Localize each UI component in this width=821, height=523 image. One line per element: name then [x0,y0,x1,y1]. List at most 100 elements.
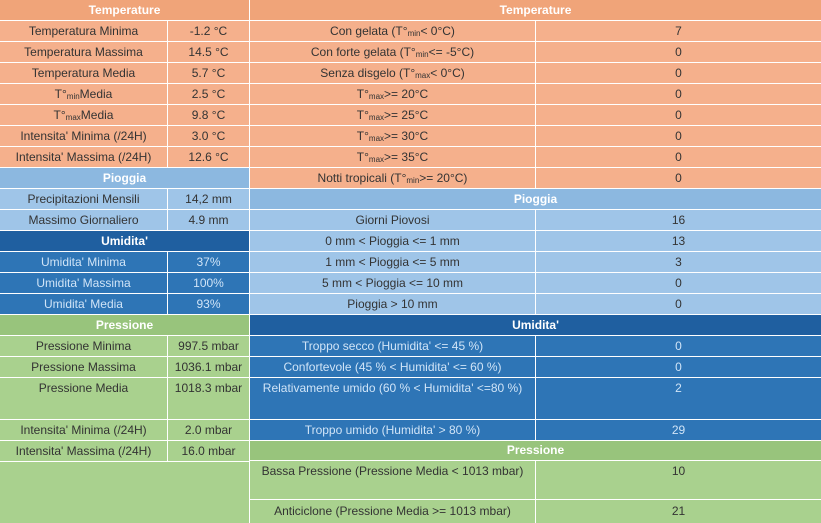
label-subscript: max [368,112,385,122]
row-value: 0 [536,105,821,125]
table-row: Troppo secco (Humidita' <= 45 %) 0 [250,336,821,357]
table-row: Umidita' Massima 100% [0,273,249,294]
label-text: >= 25°C [384,107,429,122]
row-label: Anticiclone (Pressione Media >= 1013 mba… [250,500,536,523]
table-row: Senza disgelo (T° max < 0°C) 0 [250,63,821,84]
row-label: Confortevole (45 % < Humidita' <= 60 %) [250,357,536,377]
row-value: 7 [536,21,821,41]
row-value: 0 [536,84,821,104]
row-value: 21 [536,500,821,523]
row-label: Temperatura Media [0,63,168,83]
row-value: 0 [536,273,821,293]
table-row: Massimo Giornaliero 4.9 mm [0,210,249,231]
table-row: Anticiclone (Pressione Media >= 1013 mba… [250,500,821,523]
label-text: >= 35°C [384,149,429,164]
row-label: 1 mm < Pioggia <= 5 mm [250,252,536,272]
empty-filler [0,462,249,523]
row-label: 0 mm < Pioggia <= 1 mm [250,231,536,251]
left-column: Temperature Temperatura Minima -1.2 °C T… [0,0,249,523]
table-row: Precipitazioni Mensili 14,2 mm [0,189,249,210]
table-row: T° max Media 9.8 °C [0,105,249,126]
row-label: Umidita' Massima [0,273,168,293]
row-label: T° max >= 20°C [250,84,536,104]
label-text: T° [356,107,369,122]
section-title: Pioggia [0,168,249,188]
section-header-pressione: Pressione [250,441,821,461]
table-row: Pressione Massima 1036.1 mbar [0,357,249,378]
row-value: 1018.3 mbar [168,378,249,419]
row-value: 0 [536,336,821,356]
table-row: 1 mm < Pioggia <= 5 mm 3 [250,252,821,273]
row-label: Intensita' Massima (/24H) [0,147,168,167]
label-text: >= 30°C [384,128,429,143]
table-row: 5 mm < Pioggia <= 10 mm 0 [250,273,821,294]
label-text: < 0°C) [430,65,465,80]
label-subscript: min [66,91,80,101]
label-text: Media [80,107,114,122]
row-value: 14,2 mm [168,189,249,209]
label-text: T° [54,86,67,101]
table-row: Bassa Pressione (Pressione Media < 1013 … [250,461,821,500]
row-value: 14.5 °C [168,42,249,62]
row-label: Pressione Media [0,378,168,419]
table-row: Con gelata (T° min < 0°C) 7 [250,21,821,42]
table-row: Notti tropicali (T° min >= 20°C) 0 [250,168,821,189]
row-value: 2.0 mbar [168,420,249,440]
row-label: Precipitazioni Mensili [0,189,168,209]
row-value: 37% [168,252,249,272]
label-text: Media [79,86,113,101]
row-label: Temperatura Minima [0,21,168,41]
section-title: Umidita' [0,231,249,251]
row-label: Pressione Massima [0,357,168,377]
row-value: 2.5 °C [168,84,249,104]
label-subscript: min [407,28,421,38]
section-title: Umidita' [250,315,821,335]
row-label: Troppo umido (Humidita' > 80 %) [250,420,536,440]
row-value: 3.0 °C [168,126,249,146]
row-value: 0 [536,168,821,188]
row-label: Troppo secco (Humidita' <= 45 %) [250,336,536,356]
label-text: Con gelata (T° [330,23,408,38]
table-row: Troppo umido (Humidita' > 80 %) 29 [250,420,821,441]
row-value: -1.2 °C [168,21,249,41]
row-value: 16.0 mbar [168,441,249,461]
row-label: Pressione Minima [0,336,168,356]
row-label: Umidita' Media [0,294,168,314]
row-value: 0 [536,294,821,314]
table-row: T° min Media 2.5 °C [0,84,249,105]
row-value: 0 [536,42,821,62]
table-row: Umidita' Media 93% [0,294,249,315]
table-row: Giorni Piovosi 16 [250,210,821,231]
table-row: Intensita' Massima (/24H) 16.0 mbar [0,441,249,462]
table-row: Relativamente umido (60 % < Humidita' <=… [250,378,821,420]
label-text: T° [356,149,369,164]
label-text: < 0°C) [420,23,455,38]
label-text: T° [356,86,369,101]
table-row: Temperatura Massima 14.5 °C [0,42,249,63]
row-label: 5 mm < Pioggia <= 10 mm [250,273,536,293]
row-value: 0 [536,147,821,167]
table-row: Con forte gelata (T° min <= -5°C) 0 [250,42,821,63]
right-column: Temperature Con gelata (T° min < 0°C) 7 C… [250,0,821,523]
row-label: T° max Media [0,105,168,125]
label-subscript: max [415,70,431,80]
table-row: Intensita' Massima (/24H) 12.6 °C [0,147,249,168]
label-text: T° [53,107,66,122]
row-value: 997.5 mbar [168,336,249,356]
row-value: 5.7 °C [168,63,249,83]
row-label: Pioggia > 10 mm [250,294,536,314]
table-row: Intensita' Minima (/24H) 3.0 °C [0,126,249,147]
table-row: Pressione Media 1018.3 mbar [0,378,249,420]
label-text: Senza disgelo (T° [320,65,416,80]
row-value: 29 [536,420,821,440]
label-text: >= 20°C) [419,170,468,185]
table-row: T° max >= 35°C 0 [250,147,821,168]
row-label: Intensita' Massima (/24H) [0,441,168,461]
section-header-temperature: Temperature [0,0,249,21]
row-label: Intensita' Minima (/24H) [0,126,168,146]
label-subscript: max [368,133,385,143]
row-value: 10 [536,461,821,499]
row-value: 93% [168,294,249,314]
row-label: Senza disgelo (T° max < 0°C) [250,63,536,83]
